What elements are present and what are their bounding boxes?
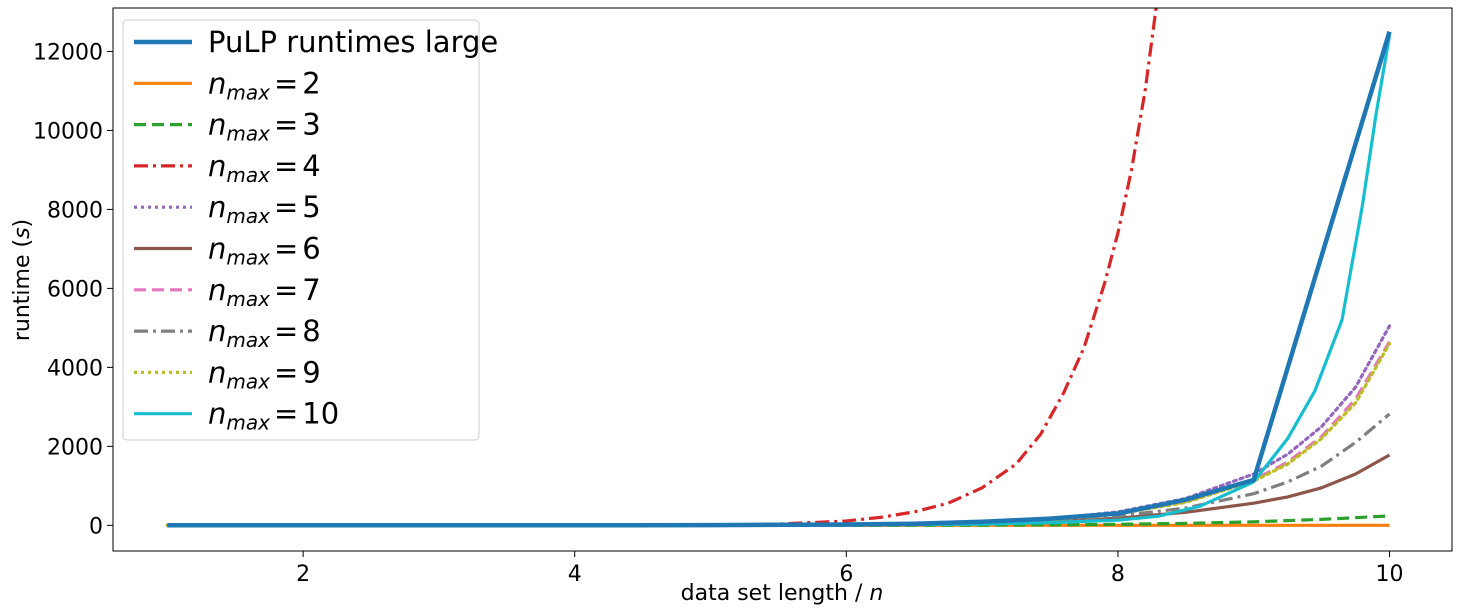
y-axis-label: runtime (s) xyxy=(10,219,35,341)
legend-label-7: nmax = 8 xyxy=(208,314,321,352)
legend-box xyxy=(122,19,480,441)
x-tick-label: 10 xyxy=(1376,562,1404,587)
series-layer xyxy=(165,8,1392,528)
x-axis-label: data set length / n xyxy=(681,581,884,606)
legend-label-1: nmax = 2 xyxy=(208,66,321,104)
legend-label-4: nmax = 5 xyxy=(208,190,321,228)
legend-label-3: nmax = 4 xyxy=(208,149,321,187)
y-tick-label: 4000 xyxy=(47,356,103,381)
plot-frame xyxy=(112,7,1453,552)
y-tick-label: 6000 xyxy=(47,277,103,302)
y-axis-ticks: 0 2000 4000 6000 8000 10000 12000 xyxy=(33,40,113,539)
series-line-2 xyxy=(167,514,1390,527)
y-tick-label: 2000 xyxy=(47,435,103,460)
legend-label-8: nmax = 9 xyxy=(208,355,321,393)
x-tick-label: 8 xyxy=(1111,562,1125,587)
legend-label-0: PuLP runtimes large xyxy=(208,25,498,59)
series-line-0 xyxy=(167,31,1392,528)
x-tick-label: 6 xyxy=(839,562,853,587)
series-line-8 xyxy=(165,342,1392,527)
legend-label-6: nmax = 7 xyxy=(208,273,321,311)
y-tick-label: 12000 xyxy=(33,40,103,65)
x-tick-label: 2 xyxy=(296,562,310,587)
legend-label-9: nmax = 10 xyxy=(208,397,339,435)
y-tick-label: 0 xyxy=(89,514,103,539)
x-axis-ticks: 2 4 6 8 10 xyxy=(296,551,1404,587)
y-tick-label: 8000 xyxy=(47,198,103,223)
x-tick-label: 4 xyxy=(568,562,582,587)
y-tick-label: 10000 xyxy=(33,119,103,144)
legend-label-2: nmax = 3 xyxy=(208,108,321,146)
legend-label-5: nmax = 6 xyxy=(208,232,321,270)
